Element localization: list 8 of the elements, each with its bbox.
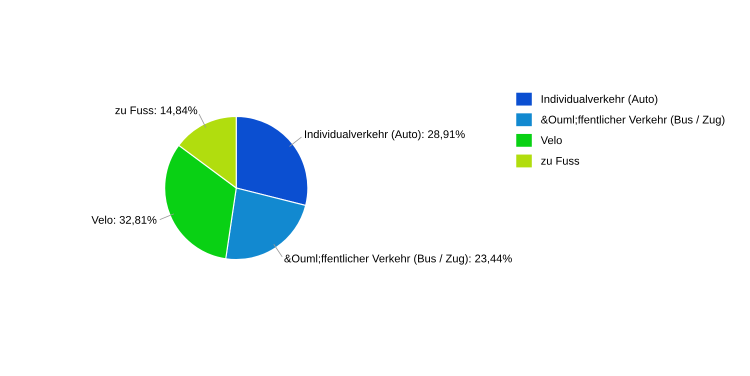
data-label: Velo: 32,81%: [91, 216, 156, 226]
legend-label: zu Fuss: [541, 157, 580, 165]
legend-label: &Ouml;ffentlicher Verkehr (Bus / Zug): [541, 115, 724, 126]
legend-label: Velo: [540, 136, 562, 144]
legend-label: Individualverkehr (Auto): [542, 94, 658, 106]
data-label: Individualverkehr (Auto): 28,91%: [305, 130, 465, 140]
data-label: zu Fuss: 14,84%: [115, 106, 198, 116]
data-label: &Ouml;ffentlicher Verkehr (Bus / Zug): 23,44%: [284, 254, 512, 265]
